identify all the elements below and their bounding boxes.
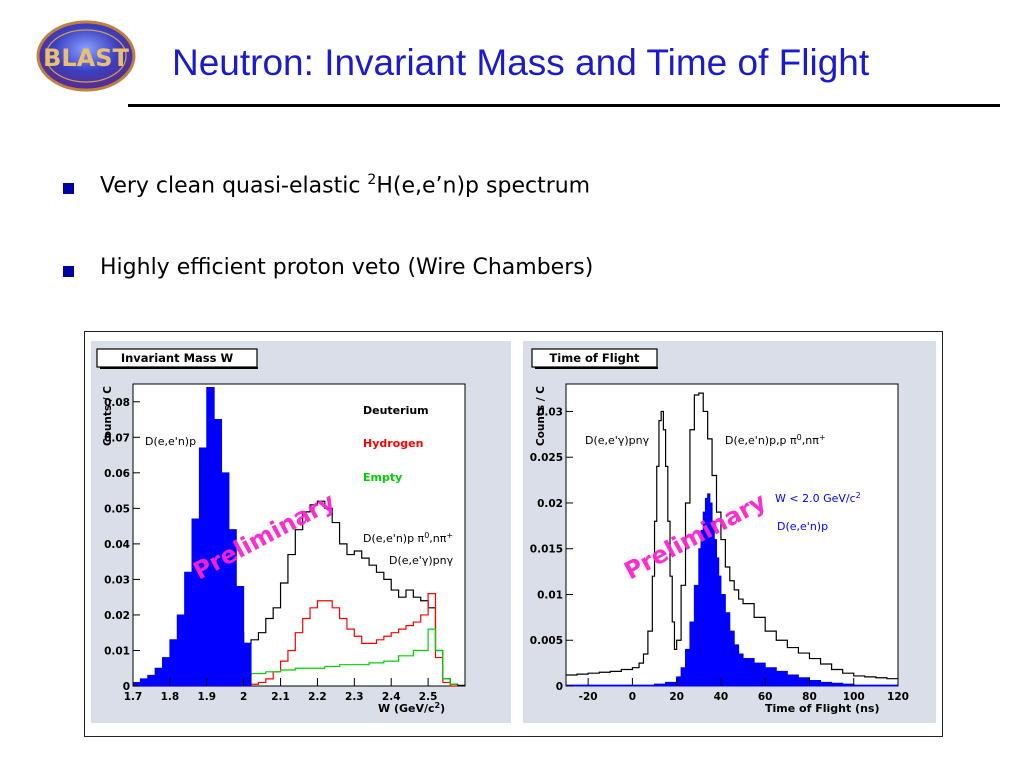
mass-series-3-fill	[132, 387, 252, 687]
tof-xtick-label: 20	[669, 691, 684, 703]
title-rule	[128, 104, 1000, 107]
tof-ytick-label: 0.015	[530, 544, 563, 556]
bullet-square-icon	[63, 183, 74, 194]
tof-xtick-label: -20	[579, 691, 598, 703]
tof-ytick-label: 0.01	[537, 589, 563, 601]
mass-ytick-label: 0.01	[104, 645, 130, 657]
tof-ytick-label: 0.03	[537, 406, 563, 418]
mass-ytick-label: 0.04	[104, 539, 130, 551]
mass-ylabel: Counts / C	[102, 386, 114, 446]
bullet-2-text: Highly efficient proton veto (Wire Chamb…	[100, 255, 594, 280]
tof-xtick-label: 40	[714, 691, 729, 703]
tof-ytick-label: 0.025	[530, 452, 563, 464]
tof-xtick-label: 0	[629, 691, 636, 703]
tof-ytick-label: 0.005	[530, 635, 563, 647]
tof-ytick-label: 0	[556, 681, 563, 693]
bullet-1-text-tail: H(e,e’n)p spectrum	[376, 173, 591, 199]
mass-pion-label: D(e,e'n)p π0,nπ+	[363, 531, 453, 546]
tof-series-0-line	[566, 392, 898, 680]
bullet-1-sup: 2	[367, 172, 377, 188]
mass-xtick-label: 1.9	[197, 691, 216, 703]
tof-xtick-label: 120	[887, 691, 909, 703]
tof-xlabel: Time of Flight (ns)	[765, 702, 879, 715]
legend-hydrogen: Hydrogen	[363, 437, 423, 450]
mass-ytick-label: 0.06	[104, 468, 130, 480]
mass-ytick-label: 0.07	[104, 432, 130, 444]
bullet-square-icon	[63, 266, 74, 277]
mass-peak-label: D(e,e'n)p	[145, 435, 196, 448]
mass-xlabel: W (GeV/c2)	[378, 701, 445, 716]
mass-xtick-label: 2	[240, 691, 247, 703]
logo-text: BLAST	[43, 44, 129, 72]
blast-logo: BLAST	[34, 18, 138, 94]
tof-gamma-label: D(e,e'γ)pnγ	[585, 434, 650, 447]
mass-xtick-label: 2.3	[345, 691, 364, 703]
mass-xtick-label: 2.2	[308, 691, 327, 703]
mass-series-1-line	[133, 593, 458, 687]
tof-ytick-label: 0.02	[537, 498, 563, 510]
mass-xtick-label: 2.4	[382, 691, 401, 703]
mass-ytick-label: 0.02	[104, 610, 130, 622]
mass-ytick-label: 0	[123, 681, 130, 693]
mass-ytick-label: 0.05	[104, 503, 130, 515]
figure-svg: Invariant Mass W 0 0.01 0.02 0.03 0.04 0.05 0.0…	[96, 348, 909, 716]
mass-xtick-label: 2.1	[271, 691, 290, 703]
tof-xtick-label: 60	[758, 691, 773, 703]
mass-ytick-label: 0.08	[104, 397, 130, 409]
legend-empty: Empty	[363, 471, 402, 484]
tof-pion-label: D(e,e'n)p,p π0,nπ+	[725, 433, 826, 448]
mass-xtick-label: 1.8	[161, 691, 180, 703]
mass-xtick-label: 1.7	[124, 691, 143, 703]
slide-title: Neutron: Invariant Mass and Time of Flig…	[172, 42, 870, 83]
figure-frame: Invariant Mass W 0 0.01 0.02 0.03 0.04 0.05 0.0…	[84, 331, 943, 737]
tof-xtick-label: 100	[843, 691, 865, 703]
tof-ylabel: Counts / C	[535, 386, 547, 446]
bullet-1-text: Very clean quasi-elastic	[100, 173, 368, 199]
mass-title: Invariant Mass W	[121, 351, 234, 365]
tof-title: Time of Flight	[549, 351, 640, 365]
mass-gamma-label: D(e,e'γ)pnγ	[389, 554, 454, 567]
legend-deuterium: Deuterium	[363, 404, 429, 417]
mass-xtick-label: 2.5	[419, 691, 438, 703]
mass-ytick-label: 0.03	[104, 574, 130, 586]
tof-signal-label: D(e,e'n)p	[777, 520, 828, 533]
tof-xtick-label: 80	[802, 691, 817, 703]
tof-cut-label: W < 2.0 GeV/c2	[775, 491, 861, 506]
